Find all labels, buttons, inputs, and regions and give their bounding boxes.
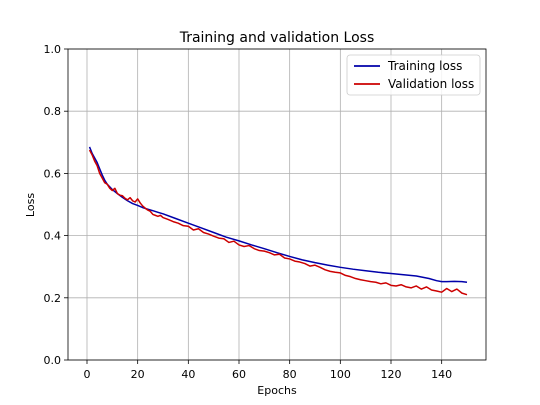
series-line-training-loss — [88, 146, 468, 283]
plot-area — [88, 146, 468, 296]
y-tick-label: 0.6 — [44, 167, 62, 180]
x-tick-label: 60 — [232, 368, 246, 381]
x-tick-label: 0 — [84, 368, 91, 381]
legend-box — [346, 54, 481, 96]
chart-title: Training and validation Loss — [179, 30, 375, 46]
y-tick-label: 0.4 — [44, 230, 62, 243]
axes-frame — [67, 48, 487, 361]
x-axis-label: Epochs — [257, 384, 297, 397]
y-axis-label: Loss — [24, 193, 37, 217]
y-tick-label: 0.8 — [44, 105, 62, 118]
legend-label: Training loss — [387, 59, 462, 73]
x-tick-label: 20 — [131, 368, 145, 381]
y-tick-label: 0.0 — [44, 354, 62, 367]
grid — [68, 48, 486, 361]
legend: Training loss Validation loss — [346, 54, 481, 96]
x-tick-label: 40 — [181, 368, 195, 381]
y-tick-label: 1.0 — [44, 43, 62, 56]
x-tick-label: 120 — [381, 368, 402, 381]
y-tick-label: 0.2 — [44, 292, 62, 305]
axes: 0 20 40 60 80 100 120 140 0.0 0.2 0.4 0.6 0.8 1.0 — [44, 43, 487, 381]
x-tick-label: 140 — [431, 368, 452, 381]
x-tick-label: 100 — [330, 368, 351, 381]
legend-label: Validation loss — [388, 77, 474, 91]
x-tick-label: 80 — [283, 368, 297, 381]
series-line-validation-loss — [88, 149, 468, 296]
